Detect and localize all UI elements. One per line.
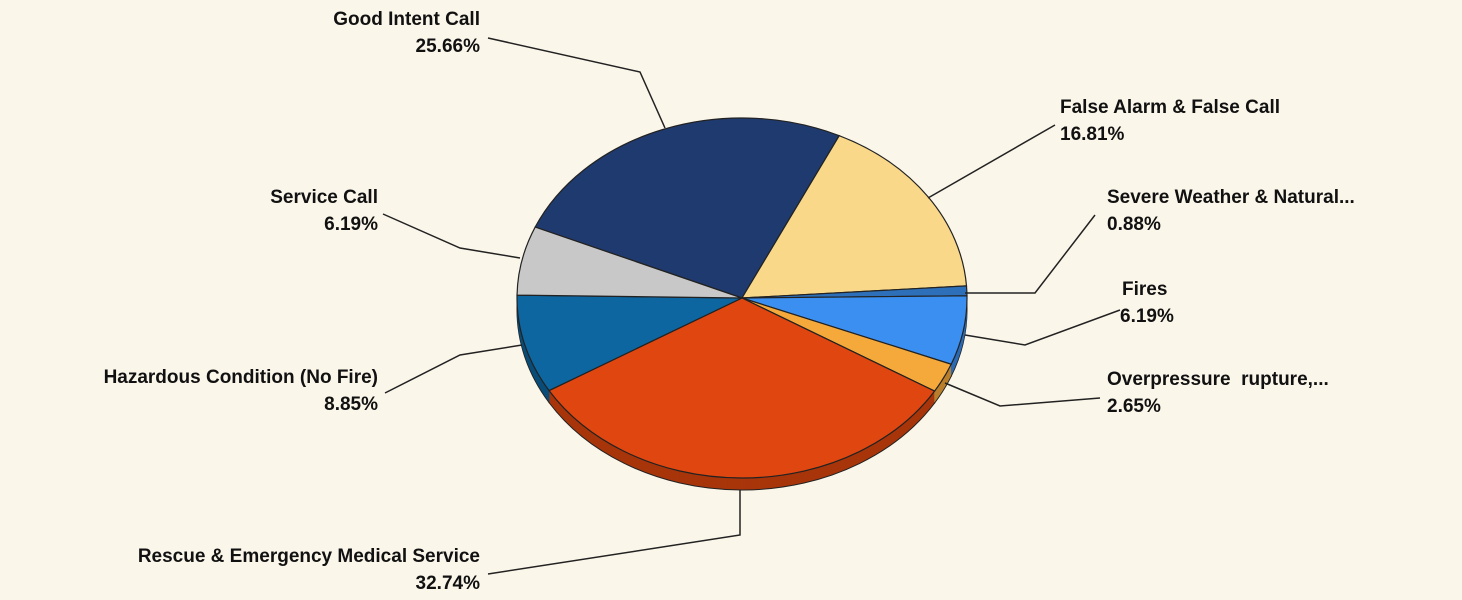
slice-value-label: 6.19% — [1120, 306, 1174, 327]
leader-line — [487, 490, 741, 575]
slice-label: Overpressure rupture,... — [1107, 369, 1329, 390]
slice-label: Fires — [1122, 279, 1167, 300]
slice — [516, 294, 743, 392]
slice-label: False Alarm & False Call — [1060, 97, 1280, 118]
slice-label: Rescue & Emergency Medical Service — [138, 546, 480, 567]
leader-line — [927, 124, 1056, 199]
slice-label: Good Intent Call — [333, 9, 480, 30]
slice — [516, 226, 743, 299]
slice-label: Service Call — [270, 187, 378, 208]
leader-line — [382, 213, 521, 259]
slice-value-label: 16.81% — [1060, 124, 1125, 145]
slice-label: Severe Weather & Natural... — [1107, 187, 1355, 208]
slice-label: Hazardous Condition (No Fire) — [104, 367, 378, 388]
slice-value-label: 25.66% — [416, 36, 481, 57]
slice-value-label: 2.65% — [1107, 396, 1161, 417]
slice-value-label: 0.88% — [1107, 214, 1161, 235]
leader-line — [964, 309, 1121, 346]
leader-line — [944, 382, 1101, 407]
slice-value-label: 6.19% — [324, 214, 378, 235]
slice-value-label: 32.74% — [416, 573, 481, 594]
leader-line — [384, 344, 523, 394]
slice-value-label: 8.85% — [324, 394, 378, 415]
leader-line — [487, 37, 666, 129]
leader-line — [965, 214, 1096, 294]
slice — [548, 297, 936, 479]
